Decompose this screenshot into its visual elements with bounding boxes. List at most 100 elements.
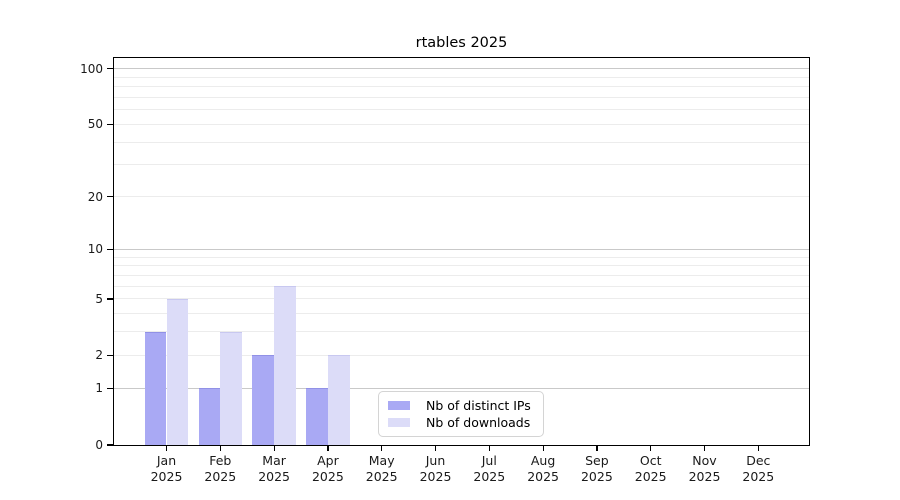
x-axis-tick — [596, 445, 598, 451]
legend-swatch-distinct-ips — [388, 401, 410, 410]
x-axis-label-month: Sep — [585, 453, 609, 468]
y-axis-tick — [107, 444, 113, 446]
y-axis-tick — [107, 67, 113, 70]
y-axis-tick-label: 0 — [95, 438, 103, 452]
x-axis-label-year: 2025 — [204, 469, 237, 484]
y-axis-tick-label: 2 — [95, 348, 103, 363]
x-axis-label-month: Mar — [262, 453, 286, 468]
x-axis-tick — [327, 445, 329, 451]
bar-distinct-ips — [252, 355, 275, 445]
plot-area: 0 1 2 5 10 20 50 100 Jan 2025 Feb 2025 Mar 2025 Apr 202… — [80, 57, 810, 484]
x-axis-label-year: 2025 — [473, 469, 506, 484]
x-axis-label: Jul 2025 — [473, 453, 505, 485]
x-axis-tick — [703, 445, 706, 451]
y-axis-tick-label: 100 — [80, 61, 103, 76]
legend-label-downloads: Nb of downloads — [426, 415, 531, 430]
x-axis-tick — [165, 445, 168, 451]
x-axis-tick — [273, 445, 275, 451]
chart-title: rtables 2025 — [415, 35, 508, 51]
x-axis-label: Jan 2025 — [151, 453, 183, 485]
minor-gridline — [114, 274, 809, 276]
y-axis-tick — [107, 196, 113, 198]
major-gridline — [114, 68, 809, 69]
bar-distinct-ips — [198, 388, 221, 445]
major-gridline — [114, 387, 809, 389]
x-axis-label-year: 2025 — [419, 469, 452, 484]
x-axis-label: Aug 2025 — [527, 453, 559, 485]
x-axis-label-month: Feb — [209, 453, 232, 468]
x-axis-label-month: Aug — [530, 453, 556, 468]
minor-gridline — [114, 109, 809, 111]
minor-gridline — [114, 331, 809, 333]
legend-swatch-downloads — [388, 418, 410, 427]
x-axis-tick — [650, 445, 652, 451]
y-axis-tick-label: 1 — [95, 381, 103, 396]
x-axis-label-year: 2025 — [311, 469, 344, 484]
x-axis-tick — [757, 445, 759, 451]
minor-gridline — [114, 164, 809, 166]
minor-gridline — [114, 76, 809, 78]
x-axis-label-year: 2025 — [150, 469, 183, 484]
x-axis-tick — [542, 445, 544, 451]
minor-gridline — [114, 256, 809, 258]
minor-gridline — [114, 313, 809, 315]
x-axis-label-month: Jun — [425, 453, 446, 468]
y-axis-tick-label: 50 — [87, 117, 103, 132]
x-axis-label-year: 2025 — [527, 469, 559, 484]
x-axis-label-month: Oct — [639, 453, 662, 468]
legend-label-distinct-ips: Nb of distinct IPs — [426, 398, 531, 413]
y-axis-tick-label: 20 — [87, 189, 103, 204]
minor-gridline — [114, 123, 809, 125]
x-axis-label: Dec 2025 — [742, 453, 774, 485]
bar-downloads — [220, 331, 243, 445]
minor-gridline — [114, 285, 809, 287]
x-axis-label-year: 2025 — [634, 469, 667, 484]
bar-downloads — [327, 355, 350, 445]
x-axis-label: Oct 2025 — [635, 453, 667, 485]
minor-gridline — [114, 196, 809, 198]
x-axis-label-year: 2025 — [742, 469, 775, 484]
x-axis-label-year: 2025 — [258, 469, 290, 484]
x-axis-label: May 2025 — [366, 453, 398, 485]
x-axis-label: Nov 2025 — [689, 453, 721, 485]
x-axis-label-month: Dec — [746, 453, 771, 468]
legend: Nb of distinct IPs Nb of downloads — [378, 391, 544, 437]
bar-distinct-ips — [306, 388, 328, 445]
major-gridline — [114, 248, 809, 250]
y-axis-tick-label: 5 — [95, 291, 103, 306]
x-axis-tick — [434, 445, 437, 451]
bar-downloads — [166, 298, 189, 445]
x-axis-label-month: Jan — [156, 453, 177, 468]
minor-gridline — [114, 265, 809, 267]
minor-gridline — [114, 96, 809, 98]
x-axis-label: Feb 2025 — [204, 453, 236, 485]
x-axis-label: Sep 2025 — [581, 453, 613, 485]
minor-gridline — [114, 141, 809, 143]
x-axis-label: Apr 2025 — [312, 453, 344, 485]
x-axis-tick — [381, 445, 383, 451]
legend-row-distinct-ips: Nb of distinct IPs — [388, 397, 534, 414]
y-axis-tick — [107, 248, 113, 251]
x-axis-label-month: Nov — [692, 453, 717, 468]
legend-row-downloads: Nb of downloads — [388, 414, 534, 431]
x-axis-label-month: Jul — [481, 453, 497, 468]
y-axis-tick — [107, 298, 113, 300]
bar-distinct-ips — [144, 331, 167, 445]
bar-downloads — [274, 286, 296, 445]
x-axis-label: Jun 2025 — [420, 453, 452, 485]
y-axis-tick — [107, 387, 113, 390]
y-axis-tick-label: 10 — [87, 242, 103, 257]
x-axis-label-year: 2025 — [365, 469, 398, 484]
x-axis-label-year: 2025 — [580, 469, 613, 484]
x-axis-label-month: Apr — [317, 453, 339, 468]
x-axis-tick — [488, 445, 490, 451]
x-axis-tick — [219, 445, 221, 451]
x-axis-label: Mar 2025 — [258, 453, 290, 485]
y-axis-tick — [107, 354, 113, 357]
y-axis-tick — [107, 123, 113, 125]
minor-gridline — [114, 354, 809, 356]
x-axis-label-year: 2025 — [688, 469, 721, 484]
minor-gridline — [114, 86, 809, 87]
x-axis-label-month: May — [368, 453, 395, 468]
